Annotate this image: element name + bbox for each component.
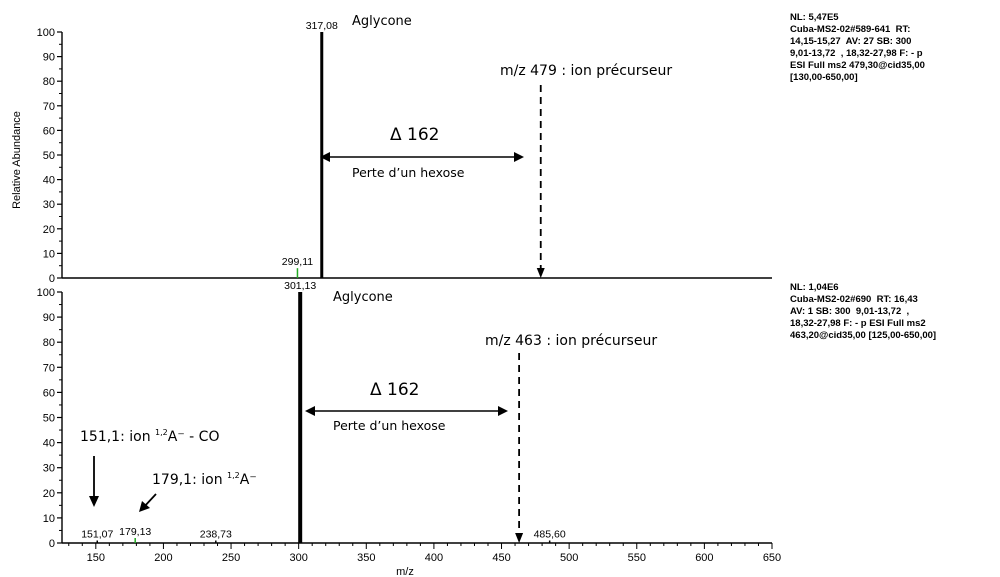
top-y-tick-label: 10 xyxy=(43,248,55,260)
top-peak-label: 317,08 xyxy=(306,20,338,32)
top-y-tick-label: 100 xyxy=(37,27,55,39)
bottom-scan-info: NL: 1,04E6 Cuba-MS2-02#690 RT: 16,43 AV: 1… xyxy=(790,282,936,342)
top-precursor-arrowhead xyxy=(536,268,545,278)
bottom-delta-arrowhead-left xyxy=(305,406,315,416)
bottom-peak-label: 151,07 xyxy=(81,528,113,540)
bottom-y-tick-label: 0 xyxy=(49,538,55,550)
y-axis-label: Relative Abundance xyxy=(11,111,23,209)
bottom-y-tick-label: 50 xyxy=(43,413,55,425)
top-delta-arrowhead-left xyxy=(320,152,330,162)
top-annotations: Aglycone m/z 479 : ion précurseur Δ 162 … xyxy=(320,14,672,180)
bottom-y-tick-label: 40 xyxy=(43,438,55,450)
top-info-line: 9,01-13,72 , 18,32-27,98 F: - p xyxy=(790,48,923,59)
top-info-line: [130,00-650,00] xyxy=(790,72,858,83)
bottom-y-tick-label: 30 xyxy=(43,463,55,475)
bottom-peak-label: 301,13 xyxy=(284,280,316,292)
bottom-y-tick-label: 10 xyxy=(43,513,55,525)
x-tick-label: 550 xyxy=(628,552,646,564)
x-tick-label: 500 xyxy=(560,552,578,564)
bottom-info-line: AV: 1 SB: 300 9,01-13,72 , xyxy=(790,306,910,317)
bottom-y-tick-label: 100 xyxy=(37,287,55,299)
frag151-annotation: 151,1: ion 1,2A⁻ - CO xyxy=(80,428,219,445)
bottom-info-line: 463,20@cid35,00 [125,00-650,00] xyxy=(790,330,937,341)
top-precursor-label: m/z 479 : ion précurseur xyxy=(500,63,672,79)
x-tick-label: 400 xyxy=(425,552,443,564)
bottom-delta-arrowhead-right xyxy=(498,406,508,416)
bottom-loss-label: Perte d’un hexose xyxy=(333,418,446,433)
bottom-peak-label: 238,73 xyxy=(200,528,232,540)
bottom-info-line: 18,32-27,98 F: - p ESI Full ms2 xyxy=(790,318,926,329)
top-aglycone-label: Aglycone xyxy=(352,14,412,29)
top-y-tick-label: 70 xyxy=(43,101,55,113)
top-y-tick-label: 50 xyxy=(43,150,55,162)
bottom-delta-label: Δ 162 xyxy=(370,380,419,400)
frag179-annotation: 179,1: ion 1,2A⁻ xyxy=(152,471,257,488)
top-info-line: 14,15-15,27 AV: 27 SB: 300 xyxy=(790,36,912,47)
bottom-y-tick-label: 60 xyxy=(43,387,55,399)
x-tick-label: 250 xyxy=(222,552,240,564)
top-info-line: ESI Full ms2 479,30@cid35,00 xyxy=(790,60,925,71)
top-delta-label: Δ 162 xyxy=(390,125,439,145)
frag179-arrowhead xyxy=(139,501,150,512)
x-tick-label: 600 xyxy=(695,552,713,564)
x-tick-label: 200 xyxy=(154,552,172,564)
frag151-arrowhead xyxy=(89,496,99,507)
bottom-info-line: NL: 1,04E6 xyxy=(790,282,839,293)
bottom-precursor-label: m/z 463 : ion précurseur xyxy=(485,333,657,349)
x-axis-label: m/z xyxy=(396,566,414,577)
x-tick-label: 150 xyxy=(87,552,105,564)
bottom-y-tick-label: 20 xyxy=(43,488,55,500)
top-peak-label: 299,11 xyxy=(282,256,313,268)
bottom-peak-label: 179,13 xyxy=(119,526,151,538)
bottom-info-line: Cuba-MS2-02#690 RT: 16,43 xyxy=(790,294,918,305)
bottom-y-tick-label: 80 xyxy=(43,337,55,349)
top-info-line: Cuba-MS2-02#589-641 RT: xyxy=(790,24,911,35)
bottom-y-tick-label: 90 xyxy=(43,312,55,324)
bottom-precursor-arrowhead xyxy=(515,533,524,543)
top-y-tick-label: 20 xyxy=(43,224,55,236)
top-scan-info: NL: 5,47E5 Cuba-MS2-02#589-641 RT: 14,15-1… xyxy=(790,12,925,84)
top-y-tick-label: 60 xyxy=(43,125,55,137)
top-y-tick-label: 90 xyxy=(43,52,55,64)
x-tick-label: 450 xyxy=(492,552,510,564)
x-tick-label: 350 xyxy=(357,552,375,564)
top-info-line: NL: 5,47E5 xyxy=(790,12,839,23)
bottom-peak-label: 485,60 xyxy=(534,528,566,540)
top-y-tick-label: 40 xyxy=(43,175,55,187)
top-y-tick-label: 30 xyxy=(43,199,55,211)
top-y-tick-label: 0 xyxy=(49,273,55,285)
top-delta-arrowhead-right xyxy=(514,152,524,162)
x-tick-label: 650 xyxy=(763,552,781,564)
x-tick-label: 300 xyxy=(289,552,307,564)
top-loss-label: Perte d’un hexose xyxy=(352,165,465,180)
bottom-annotations: Aglycone m/z 463 : ion précurseur Δ 162 … xyxy=(80,290,657,512)
bottom-y-tick-label: 70 xyxy=(43,362,55,374)
top-y-tick-label: 80 xyxy=(43,76,55,88)
bottom-aglycone-label: Aglycone xyxy=(333,290,393,305)
